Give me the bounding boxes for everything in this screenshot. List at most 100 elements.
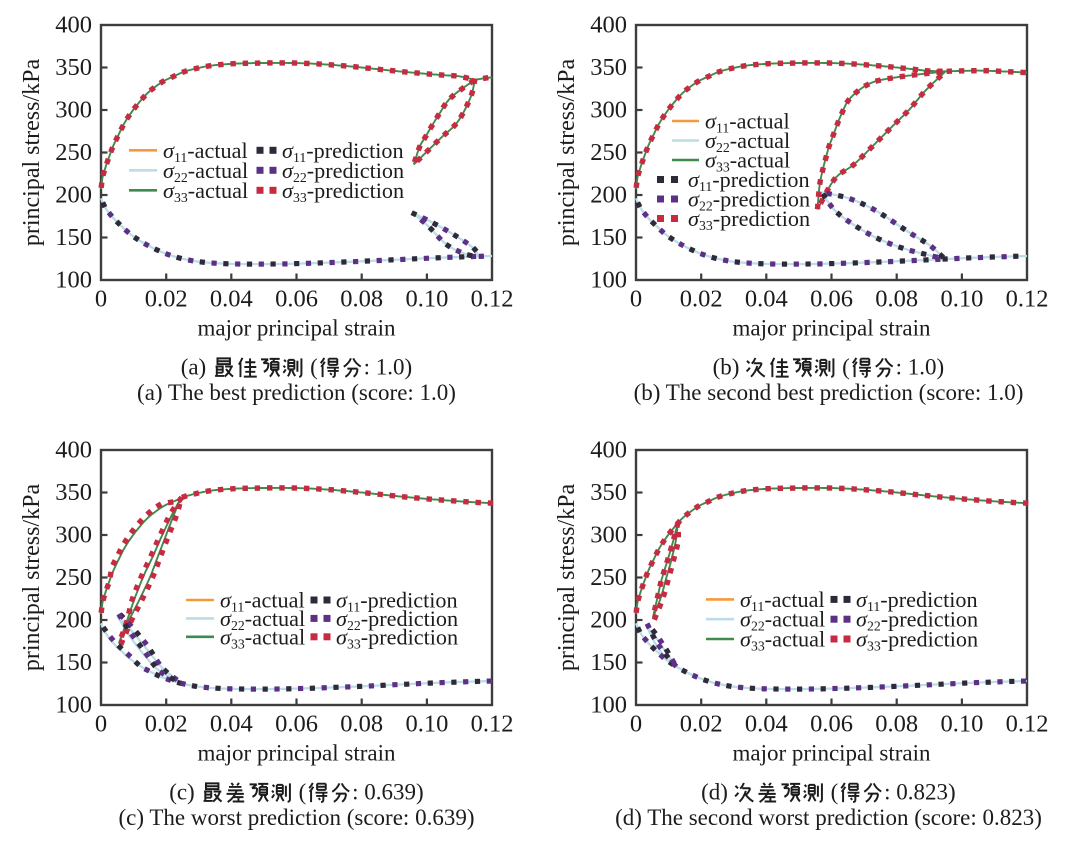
svg-text:0: 0 xyxy=(630,286,642,313)
svg-text:350: 350 xyxy=(55,479,92,506)
svg-text:(b) The second best prediction: (b) The second best prediction (score: 1… xyxy=(634,380,1024,405)
svg-text:200: 200 xyxy=(590,607,627,634)
svg-text:σ11-actual: σ11-actual xyxy=(220,588,305,615)
svg-text:(b): (b) xyxy=(713,355,740,380)
svg-text:: 0.823): : 0.823) xyxy=(884,780,956,805)
svg-text:σ33-prediction: σ33-prediction xyxy=(688,206,810,233)
svg-text:100: 100 xyxy=(55,267,92,294)
svg-text:0.12: 0.12 xyxy=(471,286,514,313)
svg-text:σ33-actual: σ33-actual xyxy=(740,627,825,654)
svg-text:100: 100 xyxy=(590,267,627,294)
svg-text:250: 250 xyxy=(590,139,627,166)
svg-text:100: 100 xyxy=(55,692,92,719)
svg-text:300: 300 xyxy=(590,97,627,124)
svg-text:principal stress/kPa: principal stress/kPa xyxy=(19,59,45,247)
svg-text:0: 0 xyxy=(630,711,642,738)
svg-text:σ11-actual: σ11-actual xyxy=(740,587,825,614)
svg-text:principal stress/kPa: principal stress/kPa xyxy=(554,484,580,672)
svg-text:400: 400 xyxy=(55,437,92,464)
svg-text:400: 400 xyxy=(55,12,92,39)
svg-text:principal stress/kPa: principal stress/kPa xyxy=(19,484,45,672)
svg-text:σ11-actual: σ11-actual xyxy=(705,109,790,136)
svg-text:σ11-actual: σ11-actual xyxy=(163,138,248,165)
svg-text:300: 300 xyxy=(55,522,92,549)
svg-text:σ33-actual: σ33-actual xyxy=(220,624,305,651)
svg-text:σ22-prediction: σ22-prediction xyxy=(856,607,978,634)
svg-text:350: 350 xyxy=(55,54,92,81)
svg-text:major principal strain: major principal strain xyxy=(733,316,931,341)
svg-text:0.10: 0.10 xyxy=(405,286,448,313)
svg-text:150: 150 xyxy=(55,224,92,251)
svg-text:0.10: 0.10 xyxy=(940,711,983,738)
svg-text:σ22-actual: σ22-actual xyxy=(705,128,790,155)
svg-text:(: ( xyxy=(310,355,318,380)
svg-text:0.08: 0.08 xyxy=(875,286,918,313)
svg-text:σ11-prediction: σ11-prediction xyxy=(282,138,404,165)
svg-text:400: 400 xyxy=(590,12,627,39)
svg-text:0.02: 0.02 xyxy=(680,286,723,313)
svg-text:(c) The worst prediction (scor: (c) The worst prediction (score: 0.639) xyxy=(119,805,475,830)
svg-text:150: 150 xyxy=(590,649,627,676)
svg-text:σ22-prediction: σ22-prediction xyxy=(336,606,458,633)
svg-text:(d) The second worst predictio: (d) The second worst prediction (score: … xyxy=(615,805,1042,830)
svg-text:0.12: 0.12 xyxy=(1006,711,1049,738)
svg-text:major principal strain: major principal strain xyxy=(198,741,396,766)
svg-text:σ11-prediction: σ11-prediction xyxy=(688,167,810,194)
svg-text:(d): (d) xyxy=(701,780,728,805)
svg-text:(c): (c) xyxy=(169,780,195,805)
svg-text:0: 0 xyxy=(95,711,107,738)
svg-text:(a): (a) xyxy=(181,355,207,380)
svg-text:250: 250 xyxy=(55,139,92,166)
svg-text:σ33-actual: σ33-actual xyxy=(705,148,790,175)
svg-text:(a) The best prediction (score: (a) The best prediction (score: 1.0) xyxy=(137,380,456,405)
svg-text:0.02: 0.02 xyxy=(680,711,723,738)
svg-text:200: 200 xyxy=(590,182,627,209)
svg-text:250: 250 xyxy=(55,564,92,591)
svg-text:0.06: 0.06 xyxy=(810,286,853,313)
svg-text:σ11-prediction: σ11-prediction xyxy=(856,587,978,614)
svg-text:σ22-prediction: σ22-prediction xyxy=(688,187,810,214)
svg-text:0.04: 0.04 xyxy=(210,711,253,738)
svg-text:400: 400 xyxy=(590,437,627,464)
svg-text:250: 250 xyxy=(590,564,627,591)
svg-text:major principal strain: major principal strain xyxy=(733,741,931,766)
svg-text:σ22-actual: σ22-actual xyxy=(220,606,305,633)
svg-text:(: ( xyxy=(831,780,839,805)
svg-text:0.02: 0.02 xyxy=(145,711,188,738)
svg-text:150: 150 xyxy=(55,649,92,676)
svg-text:σ22-actual: σ22-actual xyxy=(740,607,825,634)
svg-text:200: 200 xyxy=(55,182,92,209)
svg-text:σ22-prediction: σ22-prediction xyxy=(282,158,404,185)
svg-text:200: 200 xyxy=(55,607,92,634)
svg-text:0.10: 0.10 xyxy=(405,711,448,738)
svg-text:0.08: 0.08 xyxy=(340,711,383,738)
svg-text:0.04: 0.04 xyxy=(745,711,788,738)
svg-text:0.06: 0.06 xyxy=(275,711,318,738)
svg-text:σ33-actual: σ33-actual xyxy=(163,178,248,205)
svg-text:0.06: 0.06 xyxy=(275,286,318,313)
svg-text:: 1.0): : 1.0) xyxy=(364,355,413,380)
svg-text:σ11-prediction: σ11-prediction xyxy=(336,588,458,615)
svg-text:principal stress/kPa: principal stress/kPa xyxy=(554,59,580,247)
svg-text:350: 350 xyxy=(590,54,627,81)
svg-text:300: 300 xyxy=(590,522,627,549)
svg-text:: 0.639): : 0.639) xyxy=(352,780,424,805)
svg-text:300: 300 xyxy=(55,97,92,124)
svg-text:350: 350 xyxy=(590,479,627,506)
svg-text:(: ( xyxy=(299,780,307,805)
svg-text:100: 100 xyxy=(590,692,627,719)
svg-text:0.10: 0.10 xyxy=(940,286,983,313)
svg-text:0.04: 0.04 xyxy=(745,286,788,313)
svg-text:0.06: 0.06 xyxy=(810,711,853,738)
svg-text:0.02: 0.02 xyxy=(145,286,188,313)
svg-text:σ22-actual: σ22-actual xyxy=(163,158,248,185)
svg-text:0.12: 0.12 xyxy=(1006,286,1049,313)
svg-text:0.04: 0.04 xyxy=(210,286,253,313)
svg-text:0.12: 0.12 xyxy=(471,711,514,738)
svg-text:σ33-prediction: σ33-prediction xyxy=(856,627,978,654)
svg-text:: 1.0): : 1.0) xyxy=(896,355,945,380)
svg-text:σ33-prediction: σ33-prediction xyxy=(282,178,404,205)
svg-text:(: ( xyxy=(842,355,850,380)
svg-text:150: 150 xyxy=(590,224,627,251)
svg-text:σ33-prediction: σ33-prediction xyxy=(336,624,458,651)
